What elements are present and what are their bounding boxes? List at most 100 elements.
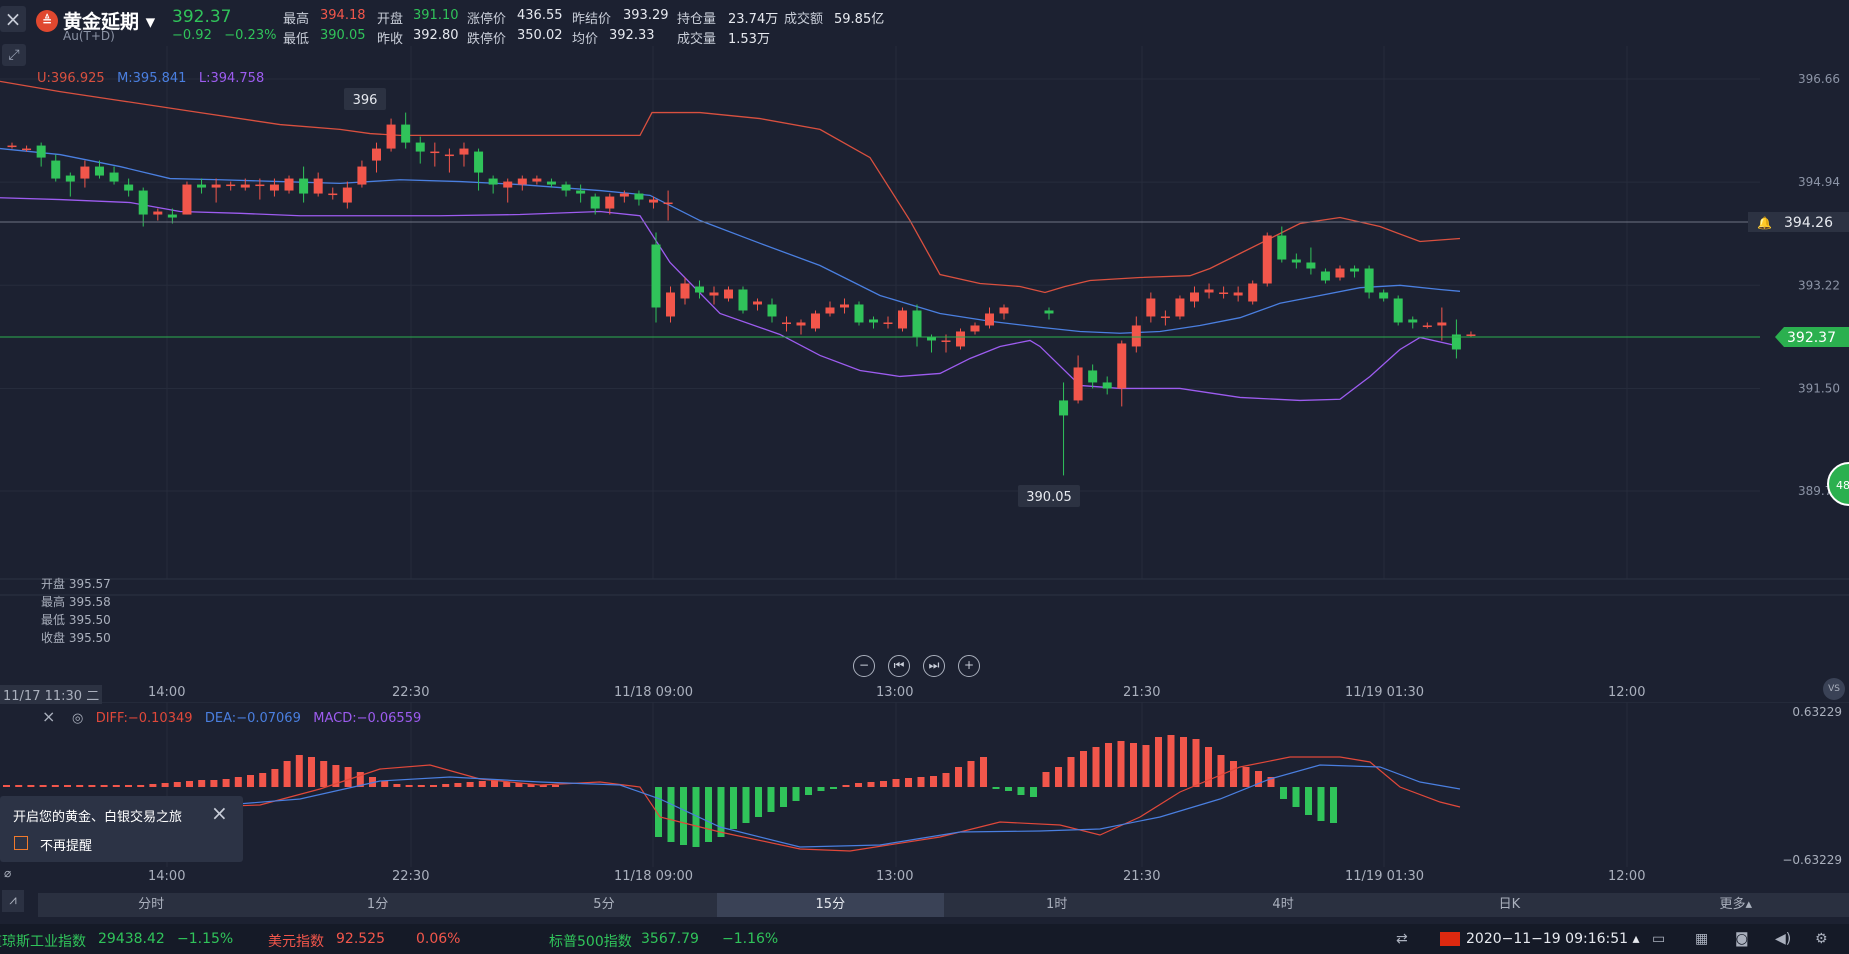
high-marker-label: 396 <box>353 93 378 108</box>
side-badge[interactable]: 48 <box>1827 462 1849 506</box>
candle <box>269 178 279 197</box>
dont-remind-checkbox[interactable] <box>14 836 28 850</box>
macd-bar <box>1055 767 1062 787</box>
macd-bar <box>992 787 1000 789</box>
camera-icon[interactable]: ◙ <box>1735 931 1749 947</box>
macd-bar <box>1242 767 1250 787</box>
tab-4hour[interactable]: 4时 <box>1272 897 1294 912</box>
popup-close-icon[interactable]: × <box>211 801 228 825</box>
tab-more[interactable]: 更多▴ <box>1719 897 1753 912</box>
candle <box>912 304 922 347</box>
macd-bar <box>295 755 303 787</box>
calculator-icon[interactable]: ▦ <box>1695 931 1709 947</box>
ohlc-low: 最低 395.50 <box>41 613 111 627</box>
macd-bar <box>855 783 862 787</box>
candle <box>167 208 177 224</box>
candle <box>854 301 864 326</box>
macd-bar <box>655 787 662 837</box>
draw-tool-icon[interactable]: ⌀ <box>4 866 12 880</box>
candle <box>1059 382 1069 476</box>
time-label: 13:00 <box>876 685 914 700</box>
turnover-label: 成交额 <box>784 12 824 27</box>
settings-icon[interactable]: ⚙ <box>1815 931 1828 947</box>
macd-bar <box>478 781 486 787</box>
candle <box>328 187 338 200</box>
close-icon[interactable]: × <box>0 6 26 32</box>
candle <box>561 181 571 197</box>
candle <box>1073 355 1083 404</box>
candle <box>619 190 629 203</box>
macd-close-icon[interactable]: × <box>42 707 56 726</box>
logo-icon: ≜ <box>36 10 58 32</box>
macd-bar <box>1180 737 1187 787</box>
macd-bar <box>667 787 675 842</box>
alert-price-tag[interactable]: 🔔 394.26 <box>1748 212 1849 232</box>
macd-bar <box>955 767 962 787</box>
candle <box>138 187 148 227</box>
avg-label: 均价 <box>572 32 599 47</box>
connection-icon[interactable]: ⇄ <box>1396 931 1408 947</box>
candle <box>1291 253 1301 269</box>
bollinger-bands <box>0 80 1461 402</box>
macd-bar <box>76 785 84 787</box>
macd-bar <box>1017 787 1025 795</box>
tab-1hour[interactable]: 1时 <box>1046 897 1068 912</box>
macd-time-label: 13:00 <box>876 869 914 884</box>
expand-icon[interactable]: ⤢ <box>2 44 26 66</box>
tab-timeshare[interactable]: 分时 <box>138 897 165 912</box>
candle <box>709 286 719 305</box>
dea-value: DEA:−0.07069 <box>204 711 301 726</box>
window-icon[interactable]: ▭ <box>1652 931 1666 947</box>
scroll-end-button[interactable]: ⏭ <box>923 655 945 677</box>
macd-bar <box>405 785 413 787</box>
macd-bar <box>767 787 775 812</box>
macd-bar <box>1305 787 1312 815</box>
last-price: 392.37 <box>172 7 232 27</box>
dont-remind-label[interactable]: 不再提醒 <box>40 839 93 854</box>
macd-bar <box>320 761 328 787</box>
instrument-code: Au(T+D) <box>63 29 115 43</box>
scroll-start-button[interactable]: ⏮ <box>888 655 910 677</box>
macd-bar <box>967 761 975 787</box>
macd-bar <box>442 784 450 787</box>
macd-bar <box>51 785 59 787</box>
macd-bar <box>917 777 925 787</box>
ohlc-open: 开盘 395.57 <box>41 577 111 591</box>
candle <box>999 304 1009 320</box>
macd-bar <box>161 783 169 787</box>
tab-daily[interactable]: 日K <box>1498 897 1521 912</box>
sp-name[interactable]: 标普500指数 <box>549 934 632 950</box>
zoom-out-button[interactable]: − <box>853 655 875 677</box>
candle <box>1219 286 1229 299</box>
candle <box>590 193 600 215</box>
candle <box>1364 265 1374 299</box>
time-label: 14:00 <box>148 685 186 700</box>
vs-badge[interactable]: VS <box>1823 678 1845 700</box>
macd-bar <box>112 785 120 787</box>
dow-name[interactable]: 道琼斯工业指数 <box>0 934 86 950</box>
bell-icon[interactable]: 🔔 <box>1757 216 1772 230</box>
tab-5min[interactable]: 5分 <box>593 897 615 912</box>
candle <box>782 316 791 332</box>
usd-name[interactable]: 美元指数 <box>268 934 324 950</box>
indicator-icon[interactable]: ⩘ <box>2 890 24 912</box>
instrument-selector[interactable]: 黄金延期 ▾ <box>63 11 156 33</box>
candle <box>869 316 878 329</box>
tab-1min[interactable]: 1分 <box>366 897 389 912</box>
crosshair-time: 11/17 11:30 二 <box>0 685 103 704</box>
time-label: 22:30 <box>392 685 430 700</box>
macd-bar <box>1092 747 1100 787</box>
volume-icon[interactable]: ◀) <box>1775 931 1792 947</box>
candle <box>1146 292 1156 323</box>
candle <box>753 298 762 311</box>
zoom-in-button[interactable]: + <box>958 655 980 677</box>
macd-chart[interactable]: 0.63229 −0.63229 <box>0 702 1849 892</box>
tab-15min[interactable]: 15分 <box>717 893 944 917</box>
candle <box>7 142 17 149</box>
macd-settings-icon[interactable]: ◎ <box>71 711 84 726</box>
alert-price: 394.26 <box>1784 215 1833 231</box>
macd-bar <box>417 785 425 787</box>
left-tools: ⌀ ⩘ <box>0 862 30 918</box>
candle <box>226 181 236 191</box>
